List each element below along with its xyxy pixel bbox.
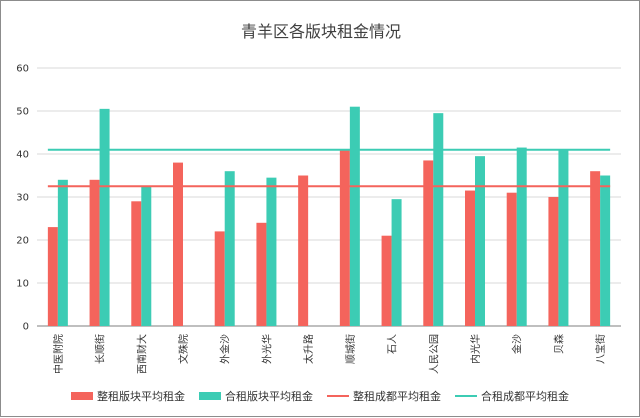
bar-whole-rent: [548, 197, 559, 326]
bar-shared-rent: [558, 149, 569, 326]
legend-label: 整租版块平均租金: [97, 389, 185, 403]
x-tick-label: 长顺街: [94, 334, 107, 364]
x-tick-label: 顺城街: [344, 334, 357, 364]
chart-title: 青羊区各版块租金情况: [241, 22, 401, 41]
bar-whole-rent: [131, 201, 142, 326]
x-tick-label: 中医附院: [52, 334, 65, 374]
x-tick-label: 内光华: [469, 334, 482, 364]
bars: [47, 106, 611, 327]
x-axis-ticks: 中医附院 长顺街 西南财大 文殊院 外金沙 外光华 太升路 顺城街 石人 人民公园 内光华 金沙 贝森 八…: [52, 334, 607, 374]
legend: 整租版块平均租金 合租版块平均租金 整租成都平均租金 合租成都平均租金: [71, 389, 569, 403]
bar-shared-rent: [391, 199, 402, 326]
bar-shared-rent: [600, 175, 611, 326]
bar-shared-rent: [349, 106, 360, 326]
y-tick-label: 60: [16, 64, 29, 75]
y-tick-label: 10: [16, 279, 29, 290]
x-tick-label: 人民公园: [428, 334, 440, 374]
legend-label: 合租版块平均租金: [225, 389, 313, 403]
x-tick-label: 外金沙: [219, 334, 232, 364]
bar-shared-rent: [141, 186, 152, 326]
legend-swatch: [199, 392, 221, 400]
bar-whole-rent: [381, 235, 392, 326]
bar-whole-rent: [89, 179, 100, 326]
bar-shared-rent: [516, 147, 527, 326]
bar-whole-rent: [465, 190, 475, 326]
legend-label: 合租成都平均租金: [481, 389, 569, 403]
gridlines: [37, 67, 621, 327]
y-tick-label: 20: [16, 236, 29, 247]
bar-whole-rent: [423, 160, 434, 326]
average-lines: [47, 148, 611, 188]
bar-shared-rent: [99, 108, 110, 326]
y-tick-label: 30: [16, 193, 29, 204]
bar-whole-rent: [298, 175, 309, 326]
bar-shared-rent: [266, 177, 277, 326]
bar-shared-rent: [475, 156, 485, 326]
legend-swatch: [71, 392, 93, 400]
x-tick-label: 文殊院: [177, 334, 190, 364]
legend-label: 整租成都平均租金: [353, 389, 441, 403]
y-tick-label: 50: [16, 107, 29, 118]
x-tick-label: 八宝街: [594, 334, 607, 364]
x-tick-label: 贝森: [552, 334, 565, 354]
x-tick-label: 石人: [387, 334, 399, 354]
x-tick-label: 太升路: [302, 334, 315, 364]
bar-whole-rent: [590, 171, 601, 326]
y-tick-label: 0: [23, 322, 29, 333]
x-tick-label: 金沙: [511, 334, 524, 354]
bar-whole-rent: [506, 192, 517, 326]
y-tick-label: 40: [16, 150, 29, 161]
bar-shared-rent: [433, 113, 444, 327]
x-tick-label: 西南财大: [135, 334, 148, 374]
y-axis-ticks: 0 10 20 30 40 50 60: [16, 64, 29, 333]
bar-whole-rent: [47, 227, 58, 326]
bar-shared-rent: [224, 171, 235, 326]
x-tick-label: 外光华: [260, 334, 273, 364]
bar-whole-rent: [214, 231, 225, 326]
bar-shared-rent: [57, 179, 68, 326]
bar-whole-rent: [339, 149, 350, 326]
bar-whole-rent: [256, 222, 267, 326]
bar-whole-rent: [173, 162, 183, 326]
